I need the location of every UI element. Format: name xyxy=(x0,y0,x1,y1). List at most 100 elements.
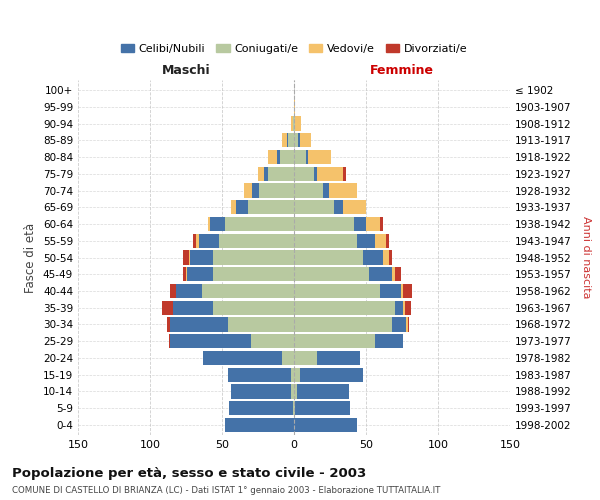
Bar xyxy=(244,184,252,198)
Bar xyxy=(189,250,190,264)
Bar xyxy=(317,166,343,181)
Bar xyxy=(343,166,346,181)
Bar xyxy=(366,217,380,231)
Bar xyxy=(294,300,395,315)
Bar xyxy=(214,250,294,264)
Bar xyxy=(294,184,323,198)
Bar xyxy=(294,368,300,382)
Bar xyxy=(406,318,408,332)
Bar xyxy=(229,401,293,415)
Bar xyxy=(190,250,214,264)
Bar xyxy=(294,384,297,398)
Bar xyxy=(225,418,294,432)
Bar xyxy=(196,234,199,248)
Bar xyxy=(248,200,294,214)
Bar xyxy=(355,217,366,231)
Y-axis label: Anni di nascita: Anni di nascita xyxy=(581,216,591,298)
Bar xyxy=(295,116,301,130)
Bar xyxy=(183,250,189,264)
Bar xyxy=(294,351,317,365)
Bar xyxy=(193,234,196,248)
Bar xyxy=(280,150,294,164)
Bar xyxy=(291,384,294,398)
Bar xyxy=(294,334,374,348)
Bar xyxy=(288,133,294,148)
Bar xyxy=(392,267,395,281)
Bar xyxy=(170,334,251,348)
Bar xyxy=(183,267,186,281)
Bar xyxy=(283,351,294,365)
Bar xyxy=(408,318,409,332)
Bar xyxy=(170,318,228,332)
Bar xyxy=(298,133,300,148)
Bar xyxy=(202,284,294,298)
Bar xyxy=(395,300,403,315)
Bar xyxy=(228,318,294,332)
Bar xyxy=(268,150,277,164)
Bar xyxy=(176,284,202,298)
Bar xyxy=(363,250,383,264)
Bar xyxy=(251,334,294,348)
Bar xyxy=(291,116,293,130)
Bar xyxy=(317,351,360,365)
Bar xyxy=(343,200,366,214)
Bar xyxy=(264,166,268,181)
Bar xyxy=(199,234,219,248)
Bar xyxy=(293,401,294,415)
Bar xyxy=(170,284,176,298)
Bar xyxy=(161,300,173,315)
Bar xyxy=(291,368,294,382)
Bar xyxy=(228,368,291,382)
Bar xyxy=(294,133,298,148)
Bar xyxy=(293,116,294,130)
Bar xyxy=(230,384,291,398)
Bar xyxy=(259,184,294,198)
Bar xyxy=(383,250,389,264)
Bar xyxy=(294,234,358,248)
Bar xyxy=(323,184,329,198)
Bar xyxy=(308,150,331,164)
Text: Popolazione per età, sesso e stato civile - 2003: Popolazione per età, sesso e stato civil… xyxy=(12,468,366,480)
Bar xyxy=(380,284,401,298)
Bar xyxy=(295,401,350,415)
Bar xyxy=(369,267,392,281)
Bar xyxy=(294,250,363,264)
Bar xyxy=(405,300,410,315)
Y-axis label: Fasce di età: Fasce di età xyxy=(25,222,37,292)
Bar xyxy=(173,300,214,315)
Bar xyxy=(277,150,280,164)
Bar xyxy=(329,184,358,198)
Bar xyxy=(252,184,259,198)
Bar xyxy=(403,284,412,298)
Bar xyxy=(300,368,363,382)
Text: Maschi: Maschi xyxy=(161,64,211,76)
Bar xyxy=(395,267,401,281)
Bar xyxy=(294,166,314,181)
Bar xyxy=(283,133,287,148)
Bar xyxy=(294,116,295,130)
Bar xyxy=(305,150,308,164)
Bar xyxy=(401,284,403,298)
Bar xyxy=(392,318,406,332)
Bar xyxy=(208,217,211,231)
Bar xyxy=(214,300,294,315)
Bar xyxy=(211,217,225,231)
Bar xyxy=(358,234,374,248)
Bar xyxy=(386,234,389,248)
Bar xyxy=(203,351,283,365)
Bar xyxy=(334,200,343,214)
Text: COMUNE DI CASTELLO DI BRIANZA (LC) - Dati ISTAT 1° gennaio 2003 - Elaborazione T: COMUNE DI CASTELLO DI BRIANZA (LC) - Dat… xyxy=(12,486,440,495)
Bar xyxy=(294,200,334,214)
Bar xyxy=(300,133,311,148)
Bar xyxy=(374,234,386,248)
Bar xyxy=(294,401,295,415)
Bar xyxy=(258,166,264,181)
Bar xyxy=(294,418,358,432)
Legend: Celibi/Nubili, Coniugati/e, Vedovi/e, Divorziati/e: Celibi/Nubili, Coniugati/e, Vedovi/e, Di… xyxy=(116,40,472,58)
Bar xyxy=(294,217,355,231)
Bar xyxy=(287,133,288,148)
Bar xyxy=(236,200,248,214)
Bar xyxy=(169,334,170,348)
Bar xyxy=(403,300,405,315)
Bar xyxy=(167,318,170,332)
